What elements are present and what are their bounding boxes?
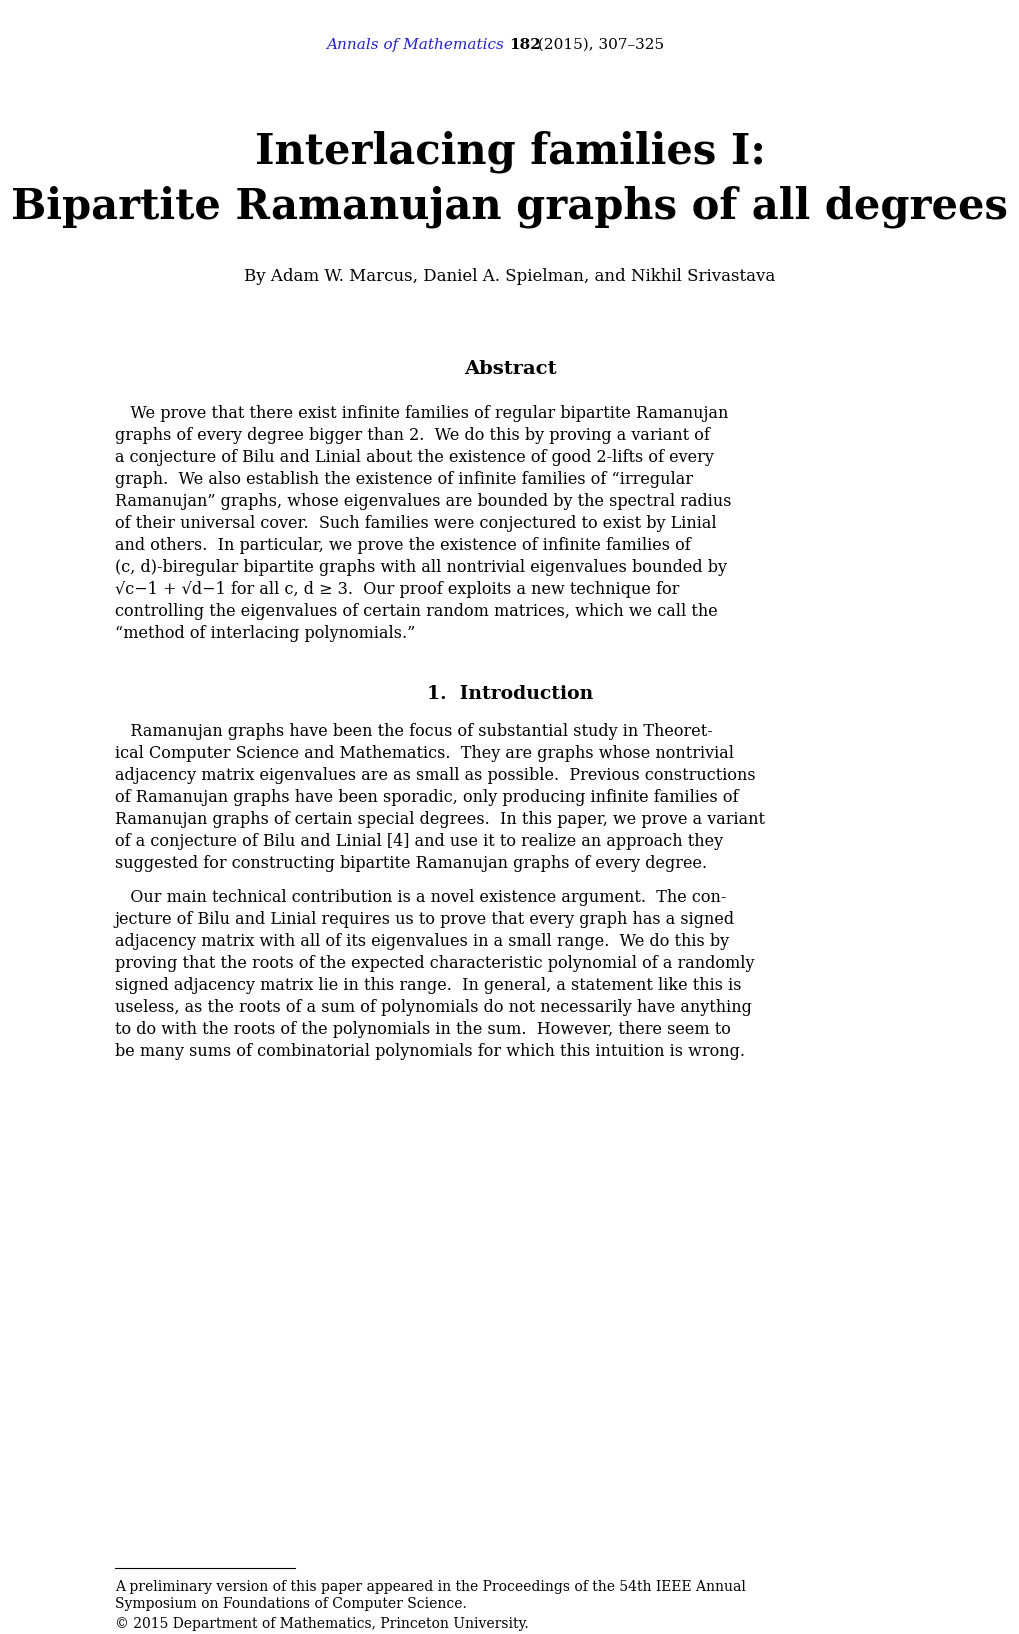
Text: Ramanujan” graphs, whose eigenvalues are bounded by the spectral radius: Ramanujan” graphs, whose eigenvalues are… (115, 493, 731, 510)
Text: 182: 182 (508, 38, 540, 52)
Text: Annals of Mathematics: Annals of Mathematics (326, 38, 508, 52)
Text: and others.  In particular, we prove the existence of infinite families of: and others. In particular, we prove the … (115, 538, 690, 554)
Text: signed adjacency matrix lie in this range.  In general, a statement like this is: signed adjacency matrix lie in this rang… (115, 977, 741, 993)
Text: adjacency matrix eigenvalues are as small as possible.  Previous constructions: adjacency matrix eigenvalues are as smal… (115, 766, 755, 784)
Text: useless, as the roots of a sum of polynomials do not necessarily have anything: useless, as the roots of a sum of polyno… (115, 998, 751, 1016)
Text: jecture of Bilu and Linial requires us to prove that every graph has a signed: jecture of Bilu and Linial requires us t… (115, 912, 735, 928)
Text: of their universal cover.  Such families were conjectured to exist by Linial: of their universal cover. Such families … (115, 515, 716, 533)
Text: A preliminary version of this paper appeared in the Proceedings of the 54th IEEE: A preliminary version of this paper appe… (115, 1580, 745, 1595)
Text: graphs of every degree bigger than 2.  We do this by proving a variant of: graphs of every degree bigger than 2. We… (115, 426, 709, 444)
Text: a conjecture of Bilu and Linial about the existence of good 2-lifts of every: a conjecture of Bilu and Linial about th… (115, 449, 713, 466)
Text: to do with the roots of the polynomials in the sum.  However, there seem to: to do with the roots of the polynomials … (115, 1021, 731, 1038)
Text: proving that the roots of the expected characteristic polynomial of a randomly: proving that the roots of the expected c… (115, 954, 754, 972)
Text: © 2015 Department of Mathematics, Princeton University.: © 2015 Department of Mathematics, Prince… (115, 1618, 528, 1631)
Text: We prove that there exist infinite families of regular bipartite Ramanujan: We prove that there exist infinite famil… (115, 405, 728, 422)
Text: Bipartite Ramanujan graphs of all degrees: Bipartite Ramanujan graphs of all degree… (11, 185, 1008, 227)
Text: Ramanujan graphs have been the focus of substantial study in Theoret-: Ramanujan graphs have been the focus of … (115, 722, 712, 740)
Text: Abstract: Abstract (464, 359, 555, 377)
Text: of Ramanujan graphs have been sporadic, only producing infinite families of: of Ramanujan graphs have been sporadic, … (115, 789, 738, 806)
Text: Interlacing families I:: Interlacing families I: (255, 131, 764, 173)
Text: graph.  We also establish the existence of infinite families of “irregular: graph. We also establish the existence o… (115, 471, 692, 489)
Text: “method of interlacing polynomials.”: “method of interlacing polynomials.” (115, 624, 415, 642)
Text: Symposium on Foundations of Computer Science.: Symposium on Foundations of Computer Sci… (115, 1596, 467, 1611)
Text: √c−1 + √d−1 for all c, d ≥ 3.  Our proof exploits a new technique for: √c−1 + √d−1 for all c, d ≥ 3. Our proof … (115, 582, 679, 598)
Text: of a conjecture of Bilu and Linial [4] and use it to realize an approach they: of a conjecture of Bilu and Linial [4] a… (115, 833, 722, 850)
Text: controlling the eigenvalues of certain random matrices, which we call the: controlling the eigenvalues of certain r… (115, 603, 717, 619)
Text: Ramanujan graphs of certain special degrees.  In this paper, we prove a variant: Ramanujan graphs of certain special degr… (115, 810, 764, 828)
Text: By Adam W. Marcus, Daniel A. Spielman, and Nikhil Srivastava: By Adam W. Marcus, Daniel A. Spielman, a… (245, 268, 774, 284)
Text: 1.  Introduction: 1. Introduction (427, 685, 592, 703)
Text: adjacency matrix with all of its eigenvalues in a small range.  We do this by: adjacency matrix with all of its eigenva… (115, 933, 729, 949)
Text: Our main technical contribution is a novel existence argument.  The con-: Our main technical contribution is a nov… (115, 889, 726, 905)
Text: (2015), 307–325: (2015), 307–325 (533, 38, 663, 52)
Text: ical Computer Science and Mathematics.  They are graphs whose nontrivial: ical Computer Science and Mathematics. T… (115, 745, 734, 761)
Text: be many sums of combinatorial polynomials for which this intuition is wrong.: be many sums of combinatorial polynomial… (115, 1042, 744, 1060)
Text: (c, d)-biregular bipartite graphs with all nontrivial eigenvalues bounded by: (c, d)-biregular bipartite graphs with a… (115, 559, 727, 577)
Text: suggested for constructing bipartite Ramanujan graphs of every degree.: suggested for constructing bipartite Ram… (115, 855, 706, 873)
